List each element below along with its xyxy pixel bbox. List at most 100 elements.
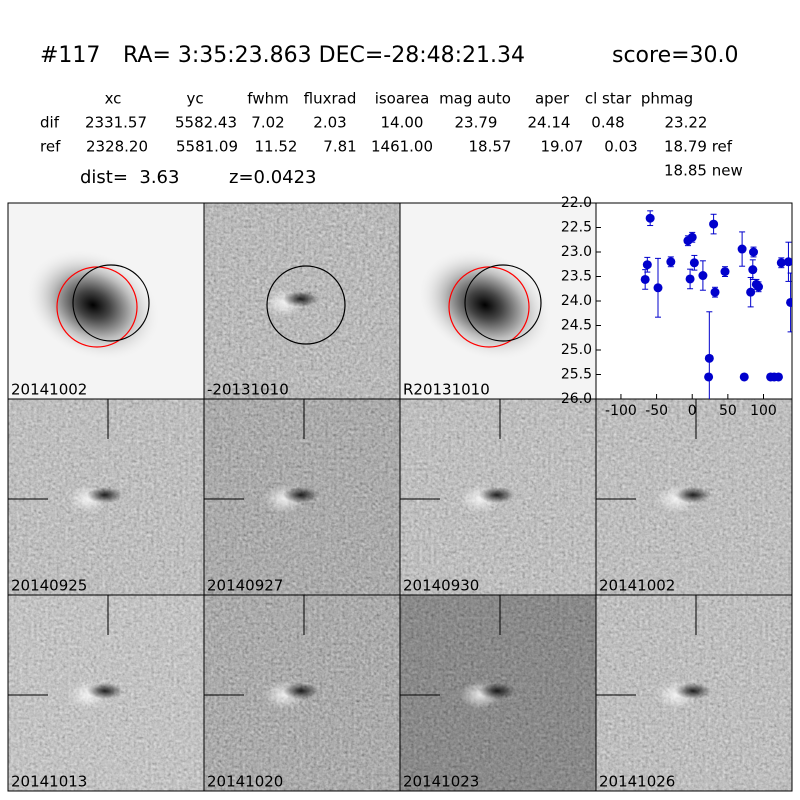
image-panel: 20141013 [7,594,205,792]
data-point [710,287,720,297]
x-tick-label: -100 [605,403,637,419]
dark-blob [675,683,711,699]
data-point [704,372,714,382]
y-tick-label: 22.0 [561,195,592,211]
data-point [786,297,792,307]
candidate-id: #117 [40,43,100,68]
y-tick-label: 24.0 [561,293,592,309]
table-cell: 7.02 [251,114,284,132]
column-header: fluxrad [304,90,357,108]
table-cell: 23.22 [665,114,708,132]
image-panel: 20141020 [203,594,401,792]
aperture [464,264,542,342]
dark-blob [675,487,711,503]
data-point [709,219,719,229]
table-cell: 23.79 [455,114,498,132]
table-cell: 0.03 [604,138,637,156]
dark-blob [479,683,515,699]
table-cell: 5581.09 [176,138,238,156]
galaxy [417,249,553,361]
table-cell: 14.00 [381,114,424,132]
table-cell: 24.14 [528,114,571,132]
image-panel: 20141002 [7,202,205,400]
dark-blob [283,487,319,503]
data-point [737,244,747,254]
dark-blob [283,291,319,307]
y-tick-label: 23.5 [561,269,592,285]
image-panel: 20140930 [399,398,597,596]
data-point [783,257,792,267]
table-cell: 18.57 [469,138,512,156]
x-tick-label: 50 [719,403,737,419]
coordinates: RA= 3:35:23.863 DEC=-28:48:21.34 [123,43,525,68]
panel-label: 20141026 [599,773,675,791]
data-point [666,257,676,267]
data-point [640,274,650,284]
aperture [266,265,346,345]
data-point [685,274,695,284]
dark-blob [479,487,515,503]
table-cell: ref [40,138,61,156]
data-point [704,353,714,363]
aperture [72,264,150,342]
panel-label: -20131010 [207,381,289,399]
score: score=30.0 [612,43,739,68]
table-cell: 18.79 ref [664,138,733,156]
image-panel: 20140927 [203,398,401,596]
data-point [653,283,663,293]
panel-label: 20140927 [207,577,283,595]
distance: dist= 3.63 [80,167,179,188]
dark-blob [87,683,123,699]
panel-frame [595,594,793,792]
panel-label: 20141020 [207,773,283,791]
data-point [773,372,783,382]
column-header: xc [105,90,122,108]
x-tick-label: -50 [645,403,668,419]
data-point [749,247,759,257]
image-panel: 20141023 [399,594,597,792]
data-point [720,267,730,277]
x-tick-label: 100 [750,403,777,419]
image-panel: 20140925 [7,398,205,596]
aperture [56,266,138,348]
image-panel: 20141002 [595,398,793,596]
data-point [776,258,786,268]
panel-label: R20131010 [403,381,490,399]
data-point [739,372,749,382]
y-tick-label: 26.0 [561,391,592,407]
panel-label: 20141002 [11,381,87,399]
table-cell: 2.03 [313,114,346,132]
column-header: aper [535,90,570,108]
image-panel: -20131010 [203,202,401,400]
dark-blob [283,683,319,699]
table-cell: dif [40,114,60,132]
table-cell: 2331.57 [85,114,147,132]
y-tick-label: 25.0 [561,342,592,358]
y-tick-label: 22.5 [561,220,592,236]
data-point [746,287,756,297]
panel-label: 20141023 [403,773,479,791]
panel-label: 20140925 [11,577,87,595]
table-cell: 11.52 [255,138,298,156]
data-point [689,258,699,268]
table-cell: 2328.20 [86,138,148,156]
panel-label: 20141013 [11,773,87,791]
dark-blob [87,487,123,503]
column-header: fwhm [247,90,288,108]
galaxy [25,249,161,361]
x-tick-label: 0 [688,403,697,419]
table-note: 18.85 new [664,162,743,180]
data-point [642,260,652,270]
column-header: yc [186,90,203,108]
data-point [645,213,655,223]
column-header: cl star [585,90,632,108]
table-cell: 0.48 [591,114,624,132]
data-point [748,265,758,275]
aperture [448,266,530,348]
y-tick-label: 24.5 [561,318,592,334]
redshift: z=0.0423 [229,167,317,188]
data-point [698,271,708,281]
column-header: phmag [641,90,693,108]
data-point [754,282,764,292]
